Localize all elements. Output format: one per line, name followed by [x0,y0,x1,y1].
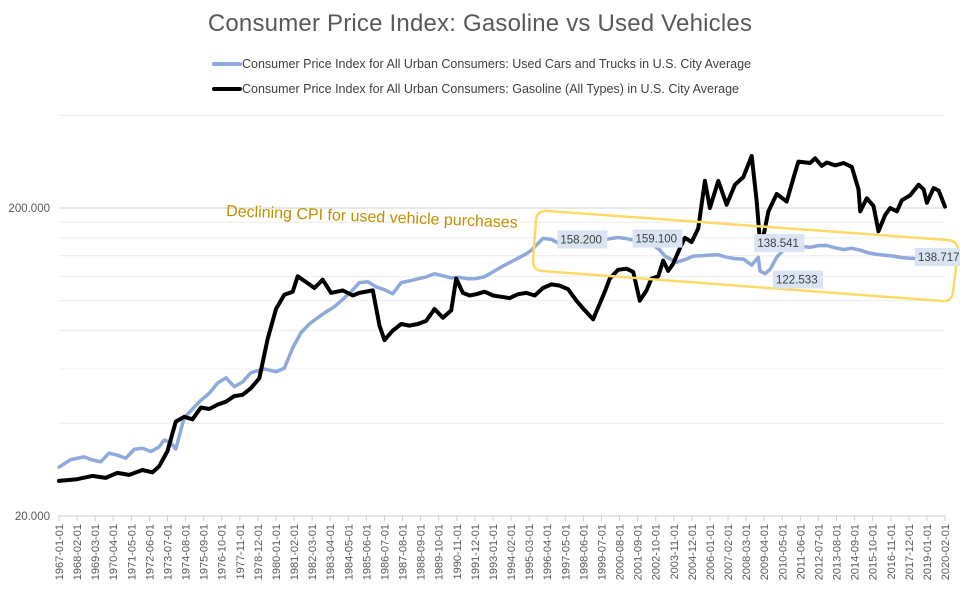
y-tick-label: 20.000 [15,511,50,523]
x-tick-label: 1973-07-01 [162,524,174,580]
x-tick-label: 1991-12-01 [470,524,482,580]
y-tick-label: 200.000 [8,203,50,215]
x-tick-label: 1968-02-01 [72,524,84,580]
legend-item-gasoline: Consumer Price Index for All Urban Consu… [212,82,739,96]
legend-label-used-cars: Consumer Price Index for All Urban Consu… [242,57,752,71]
x-tick-label: 1976-10-01 [217,524,229,580]
data-label: 122.533 [773,270,824,289]
x-tick-label: 2001-09-01 [633,524,645,580]
x-tick-label: 1994-02-01 [506,524,518,580]
annotation-box [531,209,960,303]
x-tick-label: 2016-11-01 [886,524,898,579]
data-labels: 158.200 159.100 138.541 122.533 138.717 [557,229,960,289]
data-label-text: 158.200 [560,234,602,246]
x-tick-label: 2011-06-01 [795,524,807,579]
x-tick-label: 1980-01-01 [271,524,283,580]
x-tick-label: 1988-09-01 [416,524,428,580]
data-label-bg [754,234,805,253]
data-label-text: 159.100 [635,234,677,246]
x-tick-label: 2014-09-01 [850,524,862,580]
data-label-bg [915,247,960,266]
data-label-text: 122.533 [776,275,818,287]
x-tick-label: 1977-11-01 [235,524,247,579]
x-tick-label: 1972-06-01 [144,524,156,580]
x-tick-label: 1969-03-01 [90,524,102,580]
annotations: Declining CPI for used vehicle purchases [226,203,960,303]
data-label: 158.200 [557,230,608,249]
annotation-text: Declining CPI for used vehicle purchases [226,203,518,232]
x-tick-label: 1975-09-01 [199,524,211,580]
x-tick-label: 1986-07-01 [379,524,391,580]
x-tick-label: 1982-03-01 [307,524,319,580]
data-label-bg [632,229,683,248]
x-tick-label: 2000-08-01 [615,524,627,580]
data-label: 159.100 [632,229,683,248]
chart-title: Consumer Price Index: Gasoline vs Used V… [207,10,753,37]
x-tick-label: 2006-01-01 [705,524,717,580]
x-tick-label: 1967-01-01 [54,524,66,580]
x-tick-label: 1971-05-01 [126,524,138,580]
legend-swatch-used-cars [212,62,242,66]
data-label: 138.717 [915,247,960,266]
x-tick-label: 1999-07-01 [596,524,608,580]
series-lines [57,154,947,483]
x-tick-label: 1981-02-01 [289,524,301,580]
x-tick-label: 1989-10-01 [434,524,446,580]
series-gasoline-line [57,154,947,483]
x-tick-label: 2015-10-01 [868,524,880,580]
x-tick-label: 1995-03-01 [524,524,536,580]
x-tick-label: 1984-05-01 [343,524,355,580]
x-tick-label: 1978-12-01 [253,524,265,580]
x-tick-label: 1993-01-01 [488,524,500,580]
x-tick-label: 2003-11-01 [669,524,681,579]
data-label-bg [773,270,824,289]
x-tick-label: 1987-08-01 [398,524,410,580]
x-tick-label: 2009-04-01 [759,524,771,580]
x-tick-label: 1985-06-01 [361,524,373,580]
x-tick-label: 2013-08-01 [832,524,844,580]
x-tick-label: 2004-12-01 [687,524,699,580]
x-tick-label: 1990-11-01 [452,524,464,579]
x-tick-label: 1983-04-01 [325,524,337,580]
x-axis: 1967-01-01 1968-02-01 1969-03-01 1970-04-01… [54,515,952,580]
legend-item-used-cars: Consumer Price Index for All Urban Consu… [212,57,751,71]
data-label-bg [557,230,608,249]
x-tick-label: 1970-04-01 [108,524,120,580]
data-label: 138.541 [754,234,805,253]
x-tick-label: 2017-12-01 [904,524,916,580]
x-tick-label: 2007-02-01 [723,524,735,580]
x-tick-label: 1998-06-01 [578,524,590,580]
x-tick-label: 1996-04-01 [542,524,554,580]
data-label-text: 138.717 [918,252,960,264]
x-tick-label: 2020-02-01 [940,524,952,580]
y-axis: 20.000 200.000 [8,203,50,523]
x-tick-label: 2012-07-01 [813,524,825,580]
x-tick-label: 2002-10-01 [651,524,663,580]
legend-label-gasoline: Consumer Price Index for All Urban Consu… [242,82,739,96]
x-tick-label: 2010-05-01 [777,524,789,580]
x-tick-label: 2008-03-01 [741,524,753,580]
gridlines [59,114,945,517]
x-tick-label: 1997-05-01 [560,524,572,580]
x-tick-label: 1974-08-01 [181,524,193,580]
x-tick-label: 2019-01-01 [922,524,934,580]
data-label-text: 138.541 [757,238,799,250]
legend-swatch-gasoline [212,87,242,91]
